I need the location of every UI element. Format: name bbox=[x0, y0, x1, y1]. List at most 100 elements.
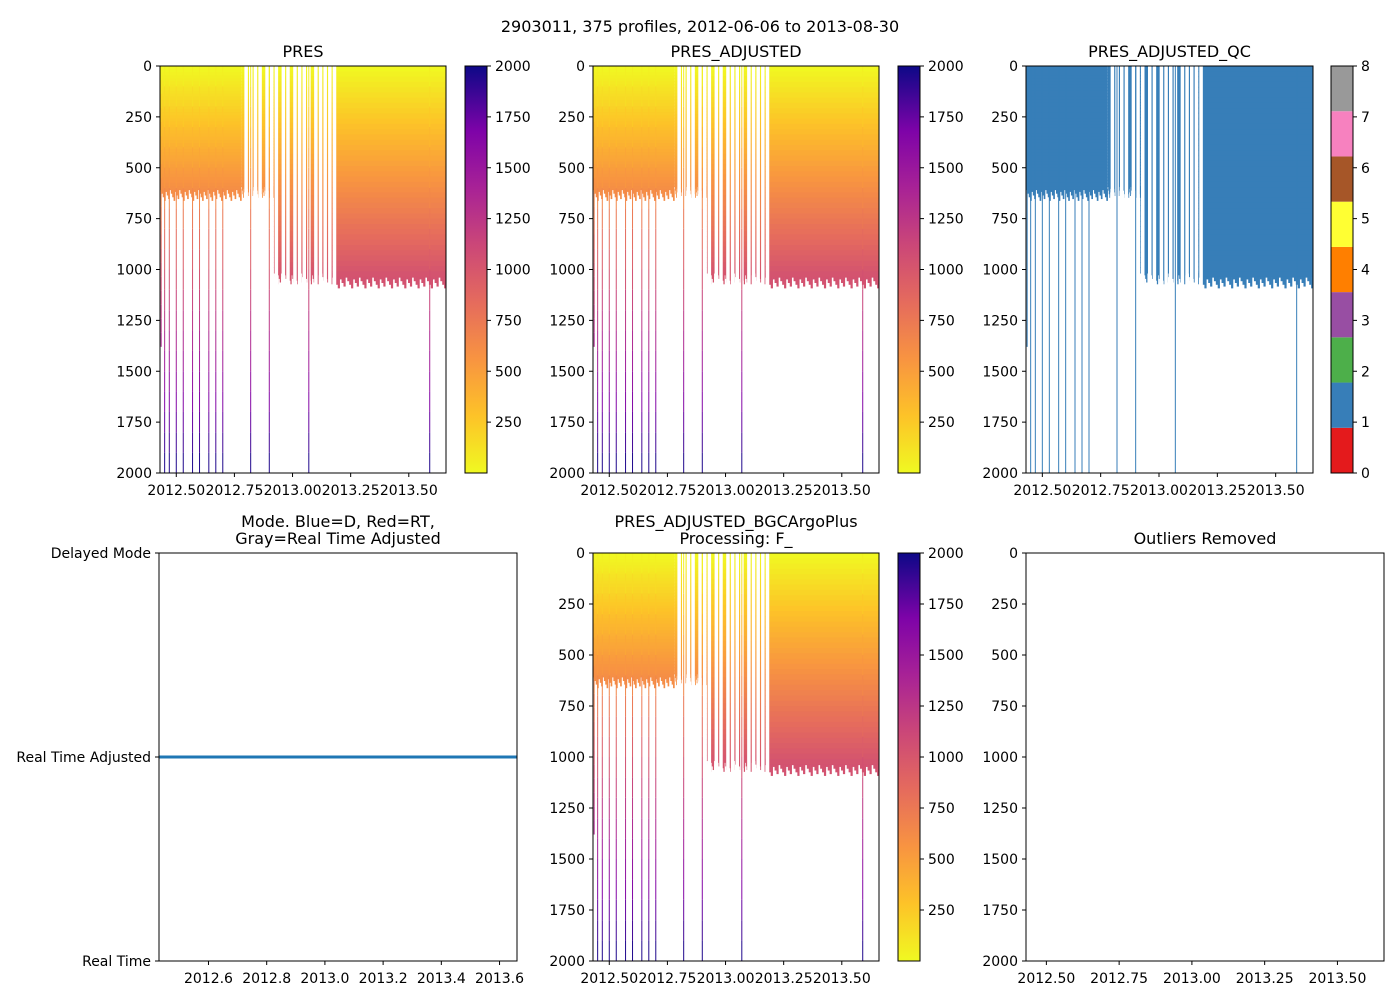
pressure-cell bbox=[593, 124, 675, 129]
pressure-cell bbox=[1118, 186, 1120, 197]
pressure-cell bbox=[696, 673, 697, 680]
pressure-cell bbox=[718, 272, 720, 279]
pressure-cell bbox=[1202, 276, 1205, 285]
pressure-cell bbox=[858, 276, 861, 278]
pressure-cell bbox=[744, 760, 746, 763]
pressure-cell bbox=[837, 276, 840, 289]
pressure-cell bbox=[626, 676, 629, 680]
pressure-cell bbox=[593, 648, 675, 653]
pressure-cell bbox=[674, 568, 707, 572]
pressure-cell bbox=[780, 764, 783, 769]
profile-gap bbox=[1164, 66, 1168, 473]
pressure-cell bbox=[674, 658, 707, 662]
pressure-cell bbox=[172, 189, 174, 198]
pressure-cell bbox=[1026, 66, 1108, 70]
pressure-cell bbox=[241, 117, 274, 121]
pressure-cell bbox=[848, 764, 851, 773]
pressure-cell bbox=[674, 625, 707, 629]
pressure-cell bbox=[332, 171, 446, 178]
pressure-cell bbox=[1107, 144, 1141, 148]
pressure-cell bbox=[816, 276, 819, 287]
pressure-cell bbox=[291, 272, 293, 276]
pressure-cell bbox=[332, 139, 446, 146]
pressure-cell bbox=[797, 276, 800, 289]
y-tick-label: 1000 bbox=[549, 750, 585, 766]
pressure-cell bbox=[1068, 189, 1070, 201]
y-tick-label: 500 bbox=[558, 648, 585, 664]
pressure-cell bbox=[1147, 272, 1149, 274]
pressure-cell bbox=[241, 120, 274, 124]
pressure-cell bbox=[765, 260, 879, 267]
pressure-cell bbox=[1297, 276, 1300, 289]
pressure-cell bbox=[674, 186, 676, 188]
pressure-cell bbox=[352, 276, 356, 280]
pressure-cell bbox=[593, 623, 675, 628]
pressure-cell bbox=[1198, 150, 1313, 157]
pressure-cell bbox=[210, 189, 212, 198]
pressure-cell bbox=[730, 760, 732, 772]
pressure-cell bbox=[622, 189, 625, 194]
pressure-cell bbox=[241, 75, 274, 79]
colorbar-tick-label: 1000 bbox=[495, 263, 531, 279]
pressure-cell bbox=[808, 764, 811, 773]
pressure-cell bbox=[1198, 234, 1313, 241]
colorbar-segment bbox=[1331, 66, 1353, 112]
pressure-cell bbox=[1227, 276, 1230, 282]
pressure-cell bbox=[593, 602, 675, 607]
pressure-cell bbox=[193, 189, 196, 192]
pressure-cell bbox=[373, 276, 377, 282]
pressure-cell bbox=[1238, 276, 1241, 278]
pressure-cell bbox=[765, 118, 879, 125]
pressure-cell bbox=[675, 186, 677, 195]
pressure-cell bbox=[358, 276, 361, 278]
pressure-cell bbox=[765, 721, 879, 728]
pressure-cell bbox=[1129, 186, 1131, 193]
pressure-cell bbox=[1107, 111, 1141, 115]
pressure-cell bbox=[593, 583, 675, 588]
pressure-cell bbox=[765, 574, 879, 580]
profile-gap bbox=[1148, 66, 1152, 473]
pressure-cell bbox=[594, 189, 597, 194]
pressure-cell bbox=[791, 276, 794, 278]
pressure-cell bbox=[666, 189, 668, 196]
pressure-cell bbox=[160, 139, 242, 144]
pressure-cell bbox=[1107, 105, 1141, 109]
pressure-cell bbox=[385, 276, 388, 278]
pressure-cell bbox=[332, 155, 446, 162]
pressure-cell bbox=[806, 764, 810, 769]
profile-gap bbox=[730, 553, 735, 961]
pressure-cell bbox=[651, 189, 653, 194]
pressure-cell bbox=[231, 189, 234, 192]
pressure-cell bbox=[674, 84, 707, 88]
pressure-cell bbox=[787, 764, 791, 771]
pressure-cell bbox=[1290, 276, 1293, 287]
pressure-cell bbox=[662, 676, 664, 685]
pressure-cell bbox=[744, 272, 746, 276]
pressure-cell bbox=[1104, 189, 1107, 198]
pressure-cell bbox=[765, 605, 879, 612]
colorbar-tick-label: 500 bbox=[495, 364, 522, 380]
pressure-cell bbox=[765, 648, 879, 654]
pressure-cell bbox=[593, 139, 675, 144]
pressure-cell bbox=[187, 189, 189, 200]
pressure-cell bbox=[1208, 276, 1211, 283]
pressure-cell bbox=[743, 272, 746, 285]
pressure-cell bbox=[674, 634, 707, 638]
pressure-cell bbox=[339, 276, 342, 280]
pressure-cell bbox=[618, 676, 621, 683]
pressure-cell bbox=[1106, 189, 1108, 201]
pressure-cell bbox=[593, 673, 675, 678]
pressure-cell bbox=[839, 276, 842, 280]
x-tick-label: 2013.2 bbox=[359, 971, 408, 987]
pressure-cell bbox=[212, 189, 215, 192]
pressure-cell bbox=[856, 276, 859, 287]
pressure-cell bbox=[160, 130, 242, 135]
axes-title: PRES bbox=[282, 42, 323, 61]
pressure-cell bbox=[227, 189, 230, 194]
pressure-cell bbox=[795, 276, 798, 285]
pressure-cell bbox=[765, 102, 879, 109]
profile-gap bbox=[698, 553, 702, 961]
pressure-cell bbox=[1197, 272, 1199, 285]
y-tick-label: 0 bbox=[143, 59, 152, 75]
colorbar-tick-label: 1 bbox=[1361, 415, 1370, 431]
